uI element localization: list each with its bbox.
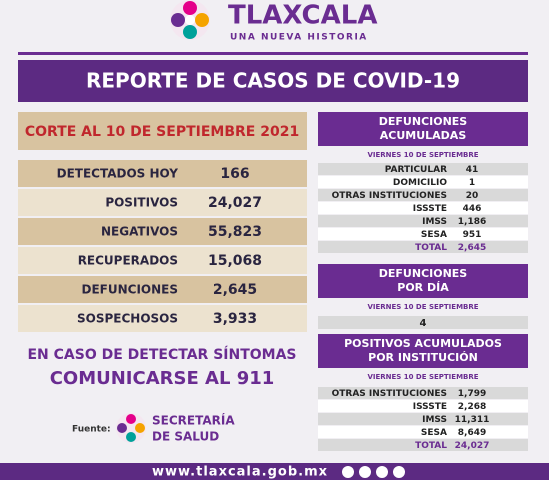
section-title: DEFUNCIONES xyxy=(379,115,468,128)
summary-value: 55,823 xyxy=(208,224,262,240)
notice: COMUNICARSE AL 911 xyxy=(50,368,275,389)
section-date: VIERNES 10 DE SEPTIEMBRE xyxy=(367,373,478,381)
source-org: SECRETARÍA xyxy=(152,413,235,428)
row-label: IMSS xyxy=(422,217,447,227)
table-row xyxy=(318,163,528,175)
table-row xyxy=(318,215,528,227)
row-value: 8,649 xyxy=(458,428,486,438)
table-row xyxy=(318,228,528,240)
section-title: POR DÍA xyxy=(397,281,449,294)
row-label: SESA xyxy=(421,230,447,240)
row-label: OTRAS INSTITUCIONES xyxy=(332,389,447,399)
summary-date: CORTE AL 10 DE SEPTIEMBRE 2021 xyxy=(25,124,299,140)
row-label: TOTAL xyxy=(415,441,447,451)
summary-label: DETECTADOS HOY xyxy=(57,167,179,181)
footer-url[interactable]: www.tlaxcala.gob.mx xyxy=(152,465,328,480)
summary-row xyxy=(18,276,307,303)
title-bar xyxy=(18,60,528,102)
divider xyxy=(18,52,528,55)
section-header xyxy=(318,334,528,368)
row-label: OTRAS INSTITUCIONES xyxy=(332,191,447,201)
table-row xyxy=(318,439,528,451)
summary-label: NEGATIVOS xyxy=(101,225,178,239)
brand: TLAXCALA xyxy=(228,1,377,31)
table-row xyxy=(318,400,528,412)
table-row xyxy=(318,413,528,425)
row-value: 20 xyxy=(466,191,479,201)
table-row xyxy=(318,426,528,438)
summary-label: RECUPERADOS xyxy=(78,254,178,268)
row-value: 41 xyxy=(466,165,479,175)
summary-value: 166 xyxy=(220,166,249,182)
summary-row xyxy=(18,247,307,274)
row-label: TOTAL xyxy=(415,243,447,253)
section-header xyxy=(318,112,528,146)
summary-value: 2,645 xyxy=(213,282,257,298)
row-value: 4 xyxy=(420,318,427,329)
row-value: 1,186 xyxy=(458,217,486,227)
table-row xyxy=(318,241,528,253)
notice: EN CASO DE DETECTAR SÍNTOMAS xyxy=(27,346,296,363)
logo xyxy=(170,0,210,40)
row-label: PARTICULAR xyxy=(385,165,447,175)
title: REPORTE DE CASOS DE COVID-19 xyxy=(86,69,460,93)
summary-label: POSITIVOS xyxy=(105,196,178,210)
source-org: DE SALUD xyxy=(152,430,219,444)
section-date: VIERNES 10 DE SEPTIEMBRE xyxy=(367,151,478,159)
row-value: 951 xyxy=(463,230,482,240)
summary-row xyxy=(18,189,307,216)
row-value: 2,268 xyxy=(458,402,486,412)
table-row xyxy=(318,316,528,329)
source-label: Fuente: xyxy=(72,425,111,435)
social-icons[interactable] xyxy=(342,466,405,478)
row-label: ISSSTE xyxy=(413,204,447,214)
table-row xyxy=(318,387,528,399)
date-box xyxy=(18,112,307,150)
row-value: 1,799 xyxy=(458,389,486,399)
summary-label: SOSPECHOSOS xyxy=(77,312,178,326)
row-label: IMSS xyxy=(422,415,447,425)
row-value: 446 xyxy=(463,204,482,214)
summary-row xyxy=(18,218,307,245)
row-label: SESA xyxy=(421,428,447,438)
summary-value: 15,068 xyxy=(208,253,262,269)
tagline: UNA NUEVA HISTORIA xyxy=(230,33,368,43)
section-header xyxy=(318,264,528,298)
section-title: ACUMULADAS xyxy=(380,129,467,142)
footer-bar xyxy=(0,463,549,480)
row-value: 1 xyxy=(469,178,475,188)
row-label: ISSSTE xyxy=(413,402,447,412)
table-row xyxy=(318,176,528,188)
health-logo xyxy=(116,413,146,443)
summary-label: DEFUNCIONES xyxy=(82,283,179,297)
table-row xyxy=(318,202,528,214)
row-label: DOMICILIO xyxy=(393,178,447,188)
row-value: 2,645 xyxy=(458,243,486,253)
table-row xyxy=(318,189,528,201)
summary-row xyxy=(18,160,307,187)
section-date: VIERNES 10 DE SEPTIEMBRE xyxy=(367,303,478,311)
summary-value: 3,933 xyxy=(213,311,257,327)
section-title: POSITIVOS ACUMULADOS xyxy=(344,337,502,350)
row-value: 24,027 xyxy=(455,441,490,451)
section-title: DEFUNCIONES xyxy=(379,267,468,280)
summary-row xyxy=(18,305,307,332)
row-value: 11,311 xyxy=(455,415,490,425)
summary-value: 24,027 xyxy=(208,195,262,211)
section-title: POR INSTITUCIÓN xyxy=(368,351,478,364)
